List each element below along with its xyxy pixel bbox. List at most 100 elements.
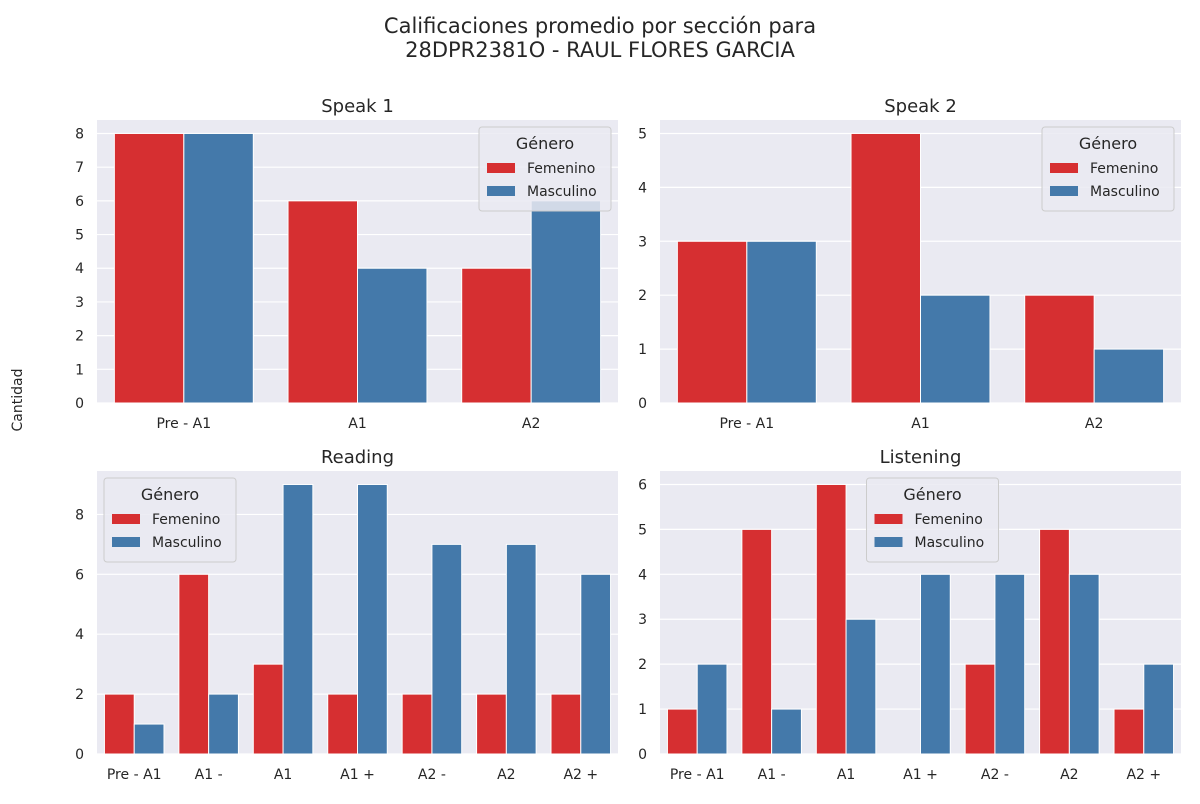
chart-panel-2: 0 1 2 3 4 5 Pre - A1 A1 A2 Speak 2 Género Femenino M…: [638, 96, 1181, 432]
bar-femenino: [103, 693, 135, 755]
bar-femenino: [1024, 294, 1095, 404]
legend-label-masculino: Masculino: [1090, 184, 1160, 200]
bar-femenino: [178, 573, 210, 755]
bar-femenino: [666, 708, 698, 755]
bar-masculino: [994, 573, 1026, 755]
chart-panel-4: 0 1 2 3 4 5 6 Pre - A1 A1 - A1 A1 + A2 - A2 A2 + Liste…: [638, 447, 1181, 783]
bar-femenino: [741, 528, 773, 755]
bar-masculino: [845, 618, 877, 755]
bar-masculino: [1093, 348, 1165, 404]
y-tick-label: 8: [75, 507, 84, 523]
bar-masculino: [505, 543, 537, 755]
bar-femenino: [113, 132, 185, 404]
legend: Género Femenino Masculino: [478, 126, 612, 212]
legend: Género Femenino Masculino: [1041, 126, 1175, 212]
panel-title: Speak 1: [321, 96, 394, 117]
legend-swatch-masculino: [1050, 186, 1078, 196]
panel-title: Speak 2: [884, 96, 957, 117]
bar-masculino: [530, 200, 602, 404]
y-tick-label: 4: [75, 627, 84, 643]
x-tick-label: A1 +: [903, 767, 938, 783]
y-tick-label: 0: [638, 396, 647, 412]
panel-title: Listening: [880, 447, 962, 468]
bar-femenino: [252, 663, 284, 755]
legend-title: Género: [1079, 134, 1137, 153]
legend-title: Género: [903, 485, 961, 504]
x-tick-label: A1 -: [195, 767, 223, 783]
y-tick-label: 4: [638, 180, 647, 196]
bar-femenino: [1113, 708, 1145, 755]
x-tick-label: A1: [348, 416, 366, 432]
legend-swatch-masculino: [874, 537, 903, 547]
chart-panel-1: 0 1 2 3 4 5 6 7 8 Pre - A1 A1 A2 Speak 1 Género Femeni…: [75, 96, 618, 432]
bar-masculino: [696, 663, 728, 755]
bar-masculino: [920, 573, 951, 755]
legend: Género Femenino Masculino: [103, 477, 237, 563]
x-tick-label: Pre - A1: [719, 416, 774, 432]
legend-label-masculino: Masculino: [152, 535, 222, 551]
bar-femenino: [461, 267, 532, 404]
legend-swatch-masculino: [487, 186, 515, 196]
y-tick-label: 6: [638, 477, 647, 493]
bar-masculino: [920, 294, 991, 404]
figure-title-line1: Calificaciones promedio por sección para: [383, 14, 817, 38]
bar-femenino: [676, 240, 748, 404]
y-tick-label: 8: [75, 126, 84, 142]
bar-femenino: [550, 693, 582, 755]
y-tick-label: 1: [638, 342, 647, 358]
y-tick-label: 2: [75, 687, 84, 703]
bar-femenino: [401, 693, 433, 755]
y-tick-label: 4: [75, 261, 84, 277]
bar-masculino: [746, 240, 817, 404]
y-tick-label: 3: [75, 295, 84, 311]
y-tick-label: 2: [75, 329, 84, 345]
y-tick-label: 2: [638, 657, 647, 673]
y-tick-label: 1: [638, 702, 647, 718]
y-tick-label: 6: [75, 567, 84, 583]
y-tick-label: 0: [75, 396, 84, 412]
y-tick-label: 5: [75, 228, 84, 244]
bar-femenino: [476, 693, 507, 755]
bar-femenino: [287, 200, 358, 404]
x-tick-label: A1 -: [758, 767, 786, 783]
x-tick-label: Pre - A1: [107, 767, 162, 783]
bar-femenino: [964, 663, 996, 755]
x-tick-label: Pre - A1: [670, 767, 725, 783]
legend-label-femenino: Femenino: [152, 512, 220, 528]
x-tick-label: A2 -: [418, 767, 446, 783]
y-tick-label: 6: [75, 194, 84, 210]
y-tick-label: 0: [75, 747, 84, 763]
chart-panel-3: 0 2 4 6 8 Pre - A1 A1 - A1 A1 + A2 - A2 A2 + Reading…: [75, 447, 618, 783]
bar-masculino: [133, 723, 165, 755]
x-tick-label: A1: [274, 767, 292, 783]
panel-title: Reading: [321, 447, 394, 468]
bar-femenino: [815, 483, 847, 755]
legend-label-masculino: Masculino: [915, 535, 985, 551]
bar-masculino: [771, 708, 802, 755]
bar-masculino: [1143, 663, 1175, 755]
legend-label-femenino: Femenino: [915, 512, 983, 528]
y-tick-label: 7: [75, 160, 84, 176]
bar-masculino: [431, 543, 463, 755]
y-tick-label: 3: [638, 234, 647, 250]
x-tick-label: A2: [522, 416, 540, 432]
legend-swatch-femenino: [1050, 163, 1078, 173]
x-tick-label: A1 +: [340, 767, 375, 783]
bar-masculino: [357, 267, 428, 404]
legend-label-femenino: Femenino: [527, 161, 595, 177]
bar-masculino: [357, 483, 388, 755]
x-tick-label: A2: [497, 767, 515, 783]
bar-masculino: [208, 693, 239, 755]
x-tick-label: A2: [1060, 767, 1078, 783]
y-tick-label: 0: [638, 747, 647, 763]
x-tick-label: A1: [837, 767, 855, 783]
y-tick-label: 1: [75, 362, 84, 378]
legend-swatch-femenino: [874, 514, 903, 524]
bar-masculino: [183, 132, 254, 404]
x-tick-label: A2 +: [1126, 767, 1161, 783]
y-tick-label: 2: [638, 288, 647, 304]
bar-masculino: [580, 573, 612, 755]
shared-y-axis-label: Cantidad: [10, 368, 26, 432]
